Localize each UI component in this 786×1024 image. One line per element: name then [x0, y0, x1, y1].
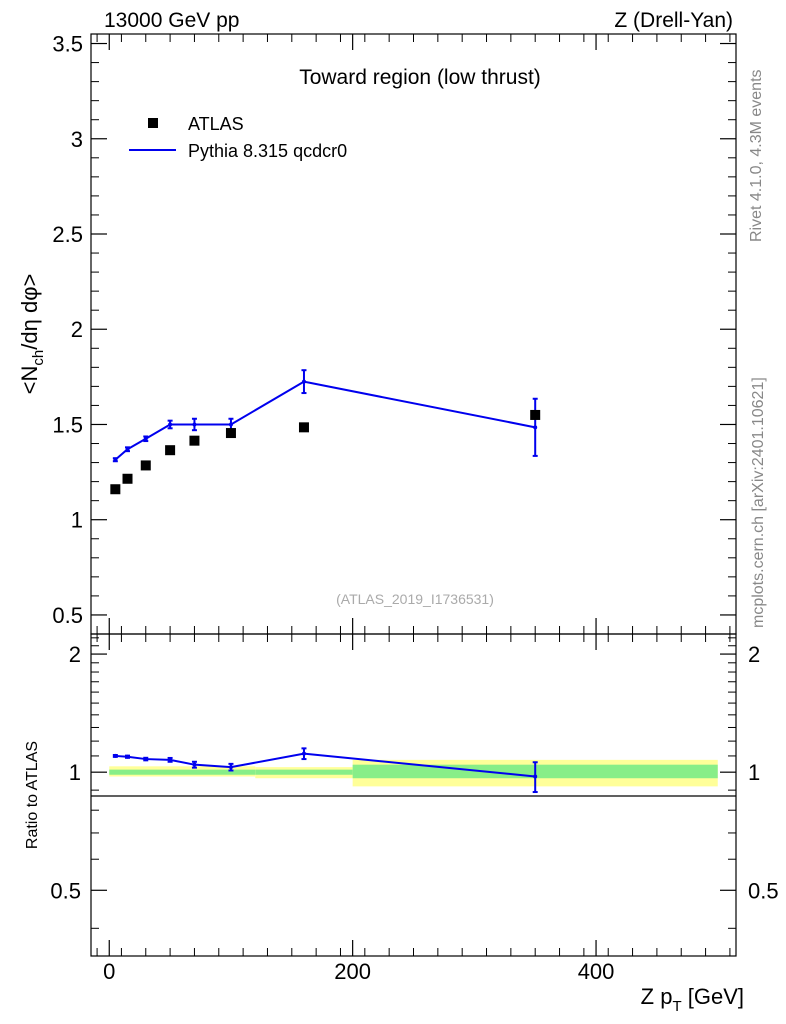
atlas-data-point: [110, 484, 121, 495]
ratio-uncertainty-band-green: [255, 769, 353, 775]
ratio-series-layer: [112, 747, 538, 794]
main-panel: 0.5 1 1.5 2 2.5 3 3.5 Toward region (low thrus…: [17, 32, 737, 635]
ratio-y-tick-label-left: 2: [69, 642, 81, 667]
x-tick-label: 0: [103, 959, 115, 984]
main-axes-layer: 0.5 1 1.5 2 2.5 3 3.5: [52, 32, 736, 634]
x-axis-title: Z pT [GeV]: [641, 984, 744, 1015]
atlas-data-point: [225, 428, 236, 439]
ratio-axes-layer: 0.5 0.5 1 1 2 2 0 200 400: [50, 634, 779, 984]
ratio-point: [533, 774, 538, 779]
ratio-point: [192, 762, 197, 767]
ratio-line: [115, 752, 536, 778]
main-y-tick-label: 2: [71, 317, 83, 342]
pythia-point: [168, 422, 173, 427]
energy-label: 13000 GeV pp: [104, 9, 239, 32]
analysis-watermark: (ATLAS_2019_I1736531): [336, 591, 494, 607]
ratio-point: [143, 757, 148, 762]
main-y-tick-label: 3: [71, 127, 83, 152]
ratio-y-tick-label-left: 0.5: [50, 878, 81, 903]
legend: ATLAS Pythia 8.315 qcdcr0: [129, 114, 347, 161]
atlas-data-point: [140, 460, 151, 471]
xlabel-post: [GeV]: [682, 984, 744, 1009]
ratio-y-tick-label-right: 1: [748, 760, 760, 785]
ylabel-sub: ch: [30, 350, 47, 366]
process-label: Z (Drell-Yan): [614, 9, 733, 32]
ratio-panel: 0.5 0.5 1 1 2 2 0 200 400 Ratio to ATLAS Z pT [G…: [24, 633, 779, 1015]
atlas-data-point: [189, 435, 200, 446]
main-y-tick-label: 0.5: [52, 603, 83, 628]
ratio-y-tick-label-right: 0.5: [748, 878, 779, 903]
ratio-point: [125, 754, 130, 759]
legend-pythia-label: Pythia 8.315 qcdcr0: [188, 141, 347, 161]
ratio-y-tick-label-right: 2: [748, 642, 760, 667]
atlas-data-point: [298, 422, 309, 433]
ratio-point: [113, 753, 118, 758]
pythia-point: [533, 425, 538, 430]
legend-atlas-marker: [148, 118, 158, 128]
main-y-tick-label: 2.5: [52, 222, 83, 247]
main-y-tick-label: 3.5: [52, 32, 83, 57]
ylabel-mid: /dη dφ>: [17, 274, 42, 350]
x-tick-label: 400: [578, 959, 615, 984]
legend-atlas-label: ATLAS: [188, 114, 244, 134]
xlabel-pre: Z p: [641, 984, 673, 1009]
rivet-label: Rivet 4.1.0, 4.3M events: [748, 69, 765, 242]
pythia-point: [301, 379, 306, 384]
xlabel-sub: T: [672, 998, 681, 1015]
ratio-frame: [90, 633, 737, 957]
pythia-point: [192, 422, 197, 427]
main-y-tick-label: 1.5: [52, 412, 83, 437]
atlas-data-point: [122, 473, 133, 484]
ratio-point: [228, 765, 233, 770]
atlas-data-point: [530, 409, 541, 420]
pythia-line: [114, 380, 536, 461]
main-series-layer: [110, 369, 541, 495]
main-title: Toward region (low thrust): [299, 66, 541, 89]
main-y-tick-label: 1: [71, 508, 83, 533]
ratio-point: [301, 751, 306, 756]
pythia-point: [125, 447, 130, 452]
x-tick-label: 200: [334, 959, 371, 984]
ratio-y-tick-label-left: 1: [69, 760, 81, 785]
ratio-uncertainty-band-green: [109, 769, 256, 775]
pythia-point: [113, 457, 118, 462]
source-label: mcplots.cern.ch [arXiv:2401.10621]: [750, 377, 767, 628]
atlas-data-point: [165, 445, 176, 456]
ylabel-pre: <N: [17, 366, 42, 395]
ratio-y-axis-title: Ratio to ATLAS: [24, 741, 41, 849]
main-y-axis-title: <Nch/dη dφ>: [17, 274, 47, 395]
ratio-point: [168, 757, 173, 762]
pythia-point: [143, 436, 148, 441]
pythia-point: [228, 422, 233, 427]
